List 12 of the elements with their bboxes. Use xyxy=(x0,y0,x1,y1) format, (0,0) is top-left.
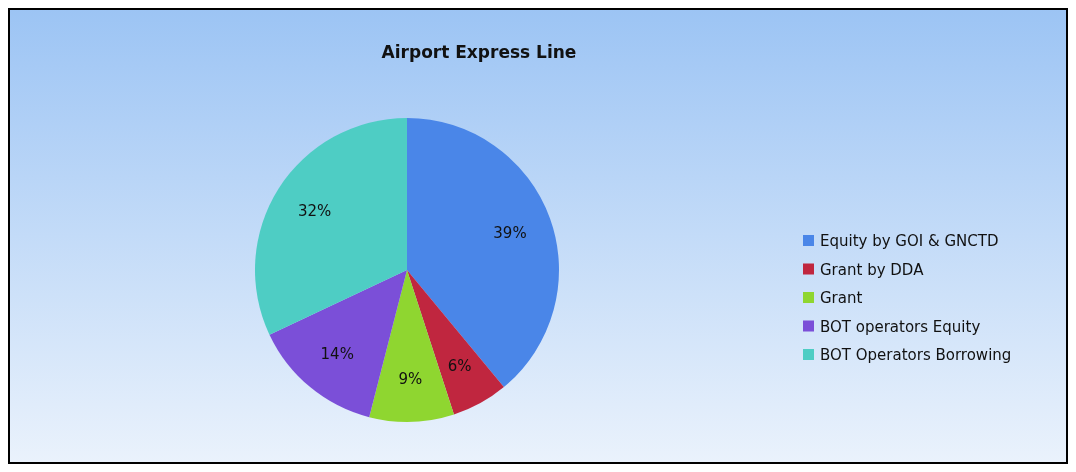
pie-slice xyxy=(255,118,407,335)
data-label: 6% xyxy=(447,356,472,375)
legend-label: Grant xyxy=(820,289,863,307)
legend-label: Equity by GOI & GNCTD xyxy=(820,232,999,250)
legend-label: Grant by DDA xyxy=(820,260,925,279)
data-label: 9% xyxy=(398,370,423,389)
data-label: 39% xyxy=(493,223,527,242)
data-label: 14% xyxy=(320,345,354,364)
chart-title: Airport Express Line xyxy=(381,42,577,62)
legend-label: BOT Operators Borrowing xyxy=(820,346,1012,364)
legend-label: BOT operators Equity xyxy=(820,317,981,336)
data-label: 32% xyxy=(297,202,332,221)
